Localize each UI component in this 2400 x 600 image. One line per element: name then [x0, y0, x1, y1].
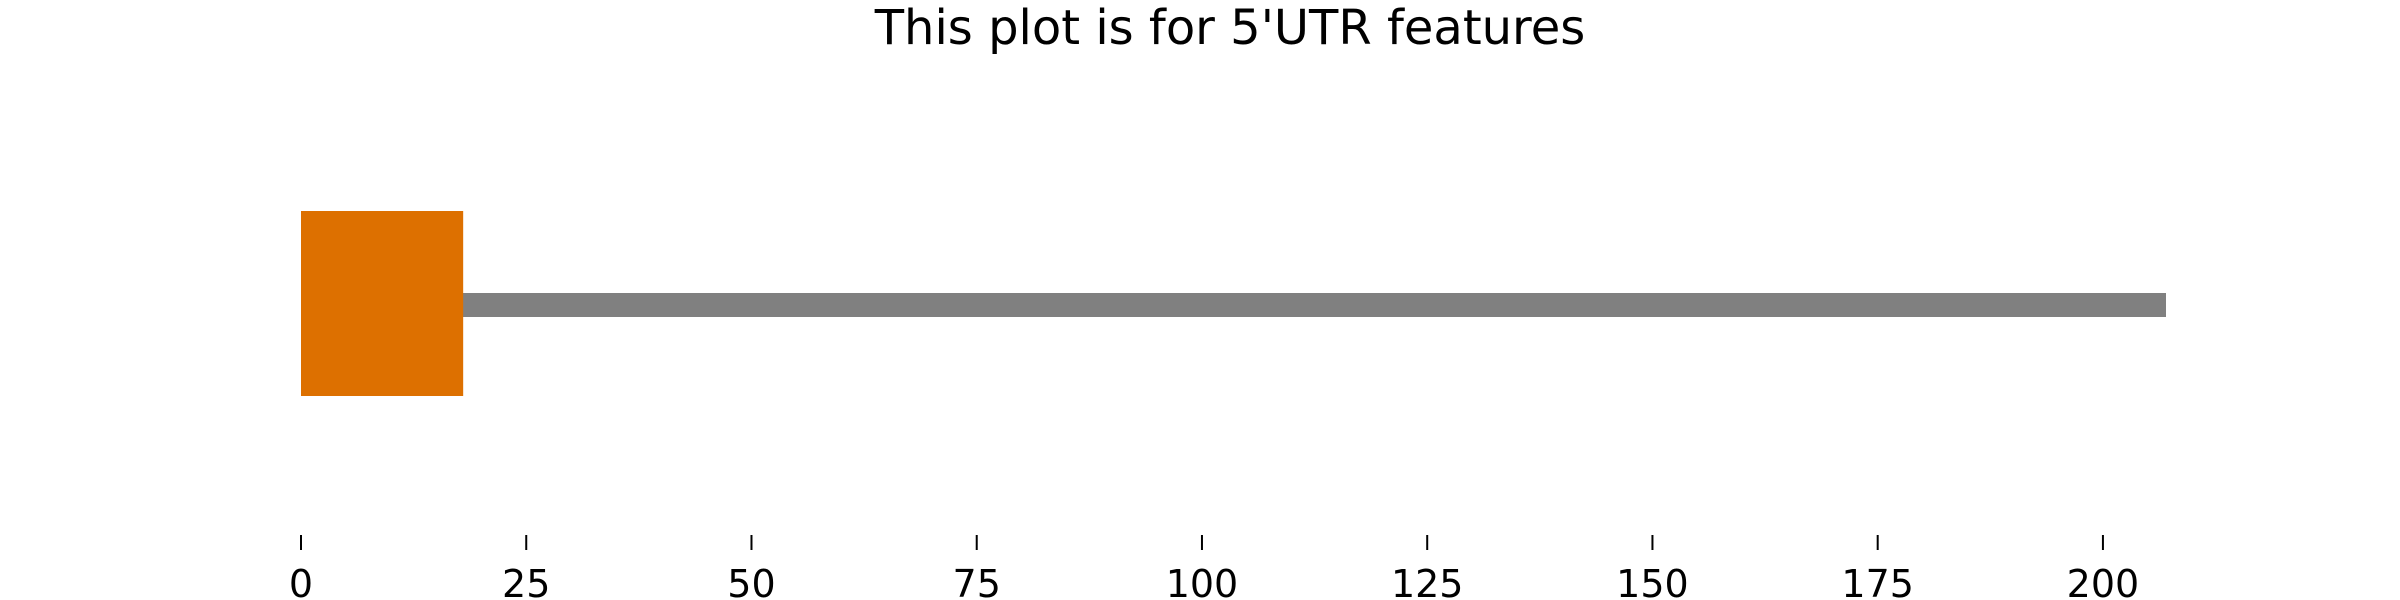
x-tick-label-125: 125 [1391, 562, 1464, 600]
x-tick-label-75: 75 [953, 562, 1001, 600]
x-tick-label-200: 200 [2067, 562, 2140, 600]
x-tick-label-25: 25 [502, 562, 550, 600]
x-tick-label-0: 0 [289, 562, 313, 600]
sequence-backbone [301, 293, 2166, 317]
x-tick-label-175: 175 [1841, 562, 1914, 600]
x-tick-label-50: 50 [727, 562, 775, 600]
utr-feature-box-0 [301, 211, 464, 396]
x-axis: 0 25 50 75 100 125 150 175 200 [289, 535, 2139, 600]
x-tick-label-150: 150 [1616, 562, 1689, 600]
chart-title: This plot is for 5'UTR features [874, 0, 1586, 56]
x-tick-label-100: 100 [1166, 562, 1239, 600]
plot-area [301, 211, 2166, 396]
